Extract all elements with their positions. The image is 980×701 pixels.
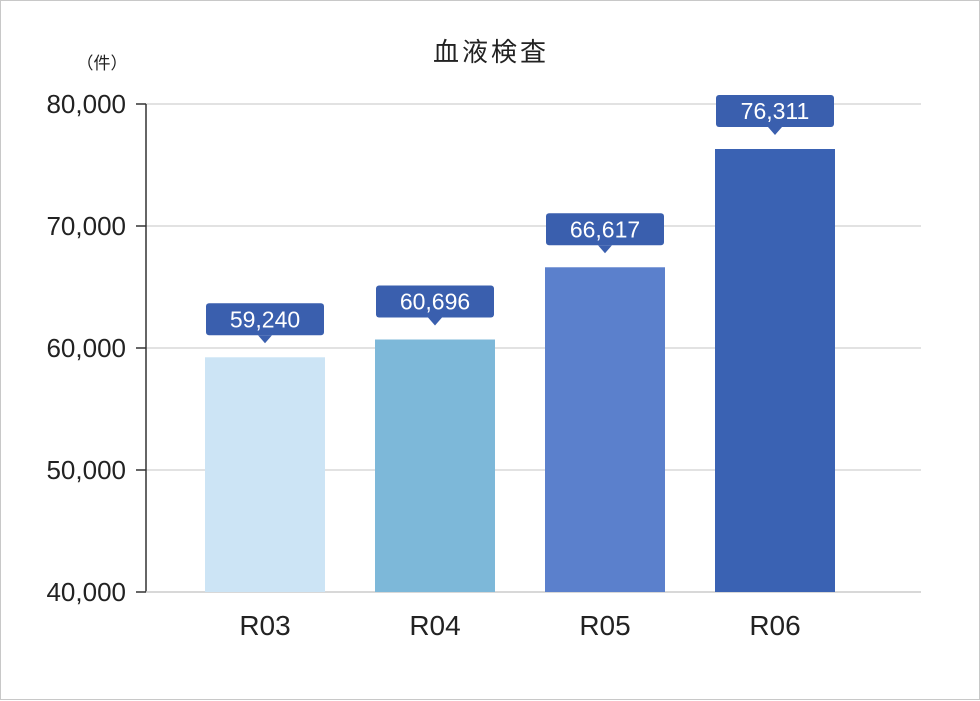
data-label-r03: 59,240 xyxy=(206,303,324,344)
bar-r05 xyxy=(545,267,665,592)
bar-r04 xyxy=(375,339,495,592)
chart-title: 血液検査 xyxy=(433,38,549,68)
data-label-pointer xyxy=(768,127,782,136)
x-category-label: R06 xyxy=(749,610,800,641)
data-label-text: 66,617 xyxy=(570,216,640,242)
data-label-pointer xyxy=(428,317,442,326)
data-label-box xyxy=(716,95,834,128)
y-axis: 40,000 50,000 60,000 70,000 80,000 xyxy=(46,89,921,607)
data-label-text: 59,240 xyxy=(230,306,300,332)
y-tick-label: 60,000 xyxy=(46,333,126,363)
y-tick-label: 70,000 xyxy=(46,211,126,241)
y-tick-label: 50,000 xyxy=(46,455,126,485)
x-category-label: R05 xyxy=(579,610,630,641)
data-label-box xyxy=(546,213,664,246)
y-tick-label: 80,000 xyxy=(46,89,126,119)
data-label-r05: 66,617 xyxy=(546,213,664,254)
data-label-box xyxy=(376,285,494,318)
data-label-box xyxy=(206,303,324,336)
data-label-text: 60,696 xyxy=(400,289,470,315)
data-label-r06: 76,311 xyxy=(716,95,834,136)
y-tick-label: 40,000 xyxy=(46,577,126,607)
bar-r06 xyxy=(715,149,835,592)
bars xyxy=(205,149,835,592)
data-label-text: 76,311 xyxy=(741,98,810,124)
data-labels: 59,240 60,696 66,617 76,311 xyxy=(206,95,834,344)
x-category-label: R03 xyxy=(239,610,290,641)
x-category-label: R04 xyxy=(409,610,460,641)
x-axis-labels: R03 R04 R05 R06 xyxy=(239,610,800,641)
y-unit-label: （件） xyxy=(77,54,128,74)
bar-r03 xyxy=(205,357,325,592)
data-label-r04: 60,696 xyxy=(376,285,494,326)
data-label-pointer xyxy=(258,335,272,344)
data-label-pointer xyxy=(598,245,612,254)
